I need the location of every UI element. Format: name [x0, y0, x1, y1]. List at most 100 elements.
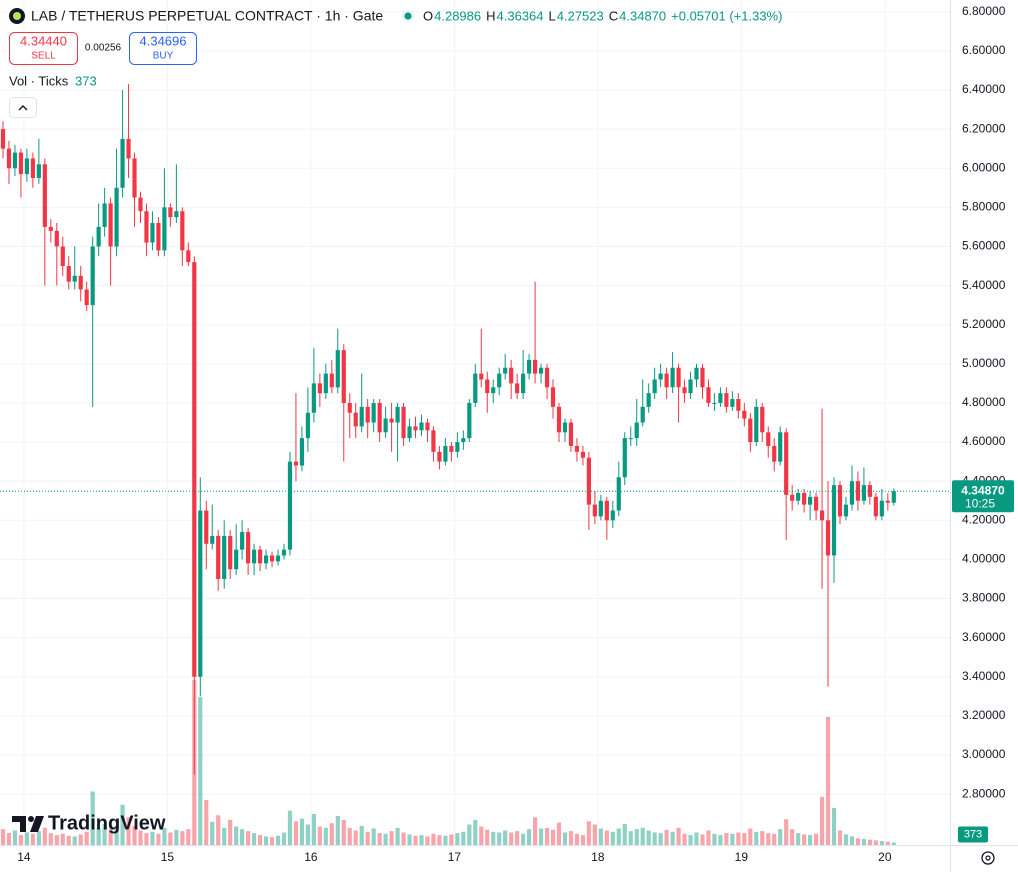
ohlc-label: L [549, 8, 556, 23]
candle-body [646, 393, 651, 407]
candle-body [120, 138, 125, 188]
volume-bar [353, 830, 358, 845]
ohlc-value: 4.36364 [497, 8, 544, 23]
buy-label: BUY [153, 51, 174, 62]
candle-body [891, 491, 896, 503]
settings-button[interactable] [981, 851, 995, 865]
volume-bar [568, 831, 574, 845]
candle-body [66, 266, 71, 282]
candle-body [210, 535, 215, 544]
collapse-icon [18, 105, 28, 111]
volume-bar [281, 832, 287, 845]
candle-body [72, 275, 77, 282]
volume-bar [216, 815, 221, 845]
volume-bar [819, 796, 825, 845]
candle-body [377, 402, 382, 433]
volume-bar [60, 833, 65, 845]
sell-button[interactable] [9, 32, 78, 65]
candle-body [778, 432, 783, 462]
candle-body [837, 485, 843, 517]
candle-body [216, 535, 221, 579]
candle-body [365, 406, 370, 423]
volume-bar [437, 835, 442, 845]
candle-body [855, 481, 861, 501]
volume-bar [66, 835, 71, 845]
logo-mark-slash [30, 816, 44, 832]
candle-body [532, 359, 538, 374]
volume-bar [736, 832, 741, 845]
candle-body [580, 451, 586, 458]
volume-bar [885, 841, 890, 845]
volume-bar [592, 824, 597, 845]
candle-body [515, 383, 520, 394]
candle-body [760, 406, 765, 433]
candle-body [347, 402, 352, 413]
volume-bar [532, 817, 538, 845]
volume-bar [891, 842, 896, 845]
ohlc-value: 4.27523 [557, 8, 604, 23]
candle-body [784, 432, 789, 495]
volume-bar [748, 828, 753, 845]
volume-bar [503, 830, 508, 845]
volume-bar [813, 833, 819, 845]
ohlc-label: H [486, 8, 495, 23]
candle-body [796, 492, 801, 501]
ohlc-legend: O 4.28986 H 4.36364 L 4.27523 C 4.34870 +0.05701… [423, 8, 782, 23]
candle-body [437, 451, 442, 462]
volume-bar [521, 833, 526, 845]
volume-bar [162, 827, 167, 845]
y-tick-label: 6.20000 [962, 121, 1006, 135]
volume-bar [706, 830, 711, 845]
candle-body [251, 549, 257, 564]
candle-body [736, 399, 741, 411]
candle-body [849, 481, 855, 505]
y-tick-label: 6.60000 [962, 43, 1006, 57]
candle-body [825, 520, 831, 556]
volume-bar [808, 835, 813, 845]
candle-body [479, 373, 484, 380]
volume-bar [431, 833, 436, 845]
candle-body [413, 426, 418, 431]
candle-body [54, 230, 59, 247]
candle-body [682, 387, 687, 394]
candle-body [550, 387, 556, 407]
logo-mark [12, 816, 26, 832]
volume-bar [843, 834, 849, 845]
volume-bar [329, 823, 334, 845]
volume-bar [682, 833, 687, 845]
candle-body [168, 207, 173, 218]
candle-body [150, 222, 155, 243]
candle-body [60, 246, 65, 267]
volume-bar [293, 821, 299, 845]
candle-body [503, 367, 508, 374]
candle-body [556, 406, 562, 433]
candle-body [700, 367, 705, 388]
volume-bar [126, 817, 131, 845]
candle-body [78, 275, 83, 290]
volume-bar [628, 831, 633, 845]
candle-body [269, 555, 275, 562]
candle-body [36, 164, 41, 178]
candle-body [497, 373, 502, 388]
volume-bar [287, 810, 293, 845]
volume-bar [6, 833, 12, 845]
volume-bar [269, 837, 275, 845]
candle-body [431, 430, 436, 452]
volume-bar [802, 834, 807, 845]
candle-body [461, 438, 466, 443]
volume-bar [730, 833, 735, 845]
candle-body [730, 399, 735, 407]
volume-bar [144, 833, 149, 845]
candle-body [670, 367, 675, 388]
volume-bar [341, 819, 346, 845]
candle-body [293, 461, 299, 466]
candle-body [754, 406, 759, 443]
settings-icon [985, 855, 991, 861]
candle-body [275, 555, 281, 562]
volume-bar [676, 827, 681, 845]
volume-bar [694, 832, 699, 845]
buy-button[interactable] [129, 32, 197, 65]
candle-body [186, 250, 191, 263]
candle-body [772, 445, 777, 462]
collapse-button[interactable] [9, 97, 37, 118]
